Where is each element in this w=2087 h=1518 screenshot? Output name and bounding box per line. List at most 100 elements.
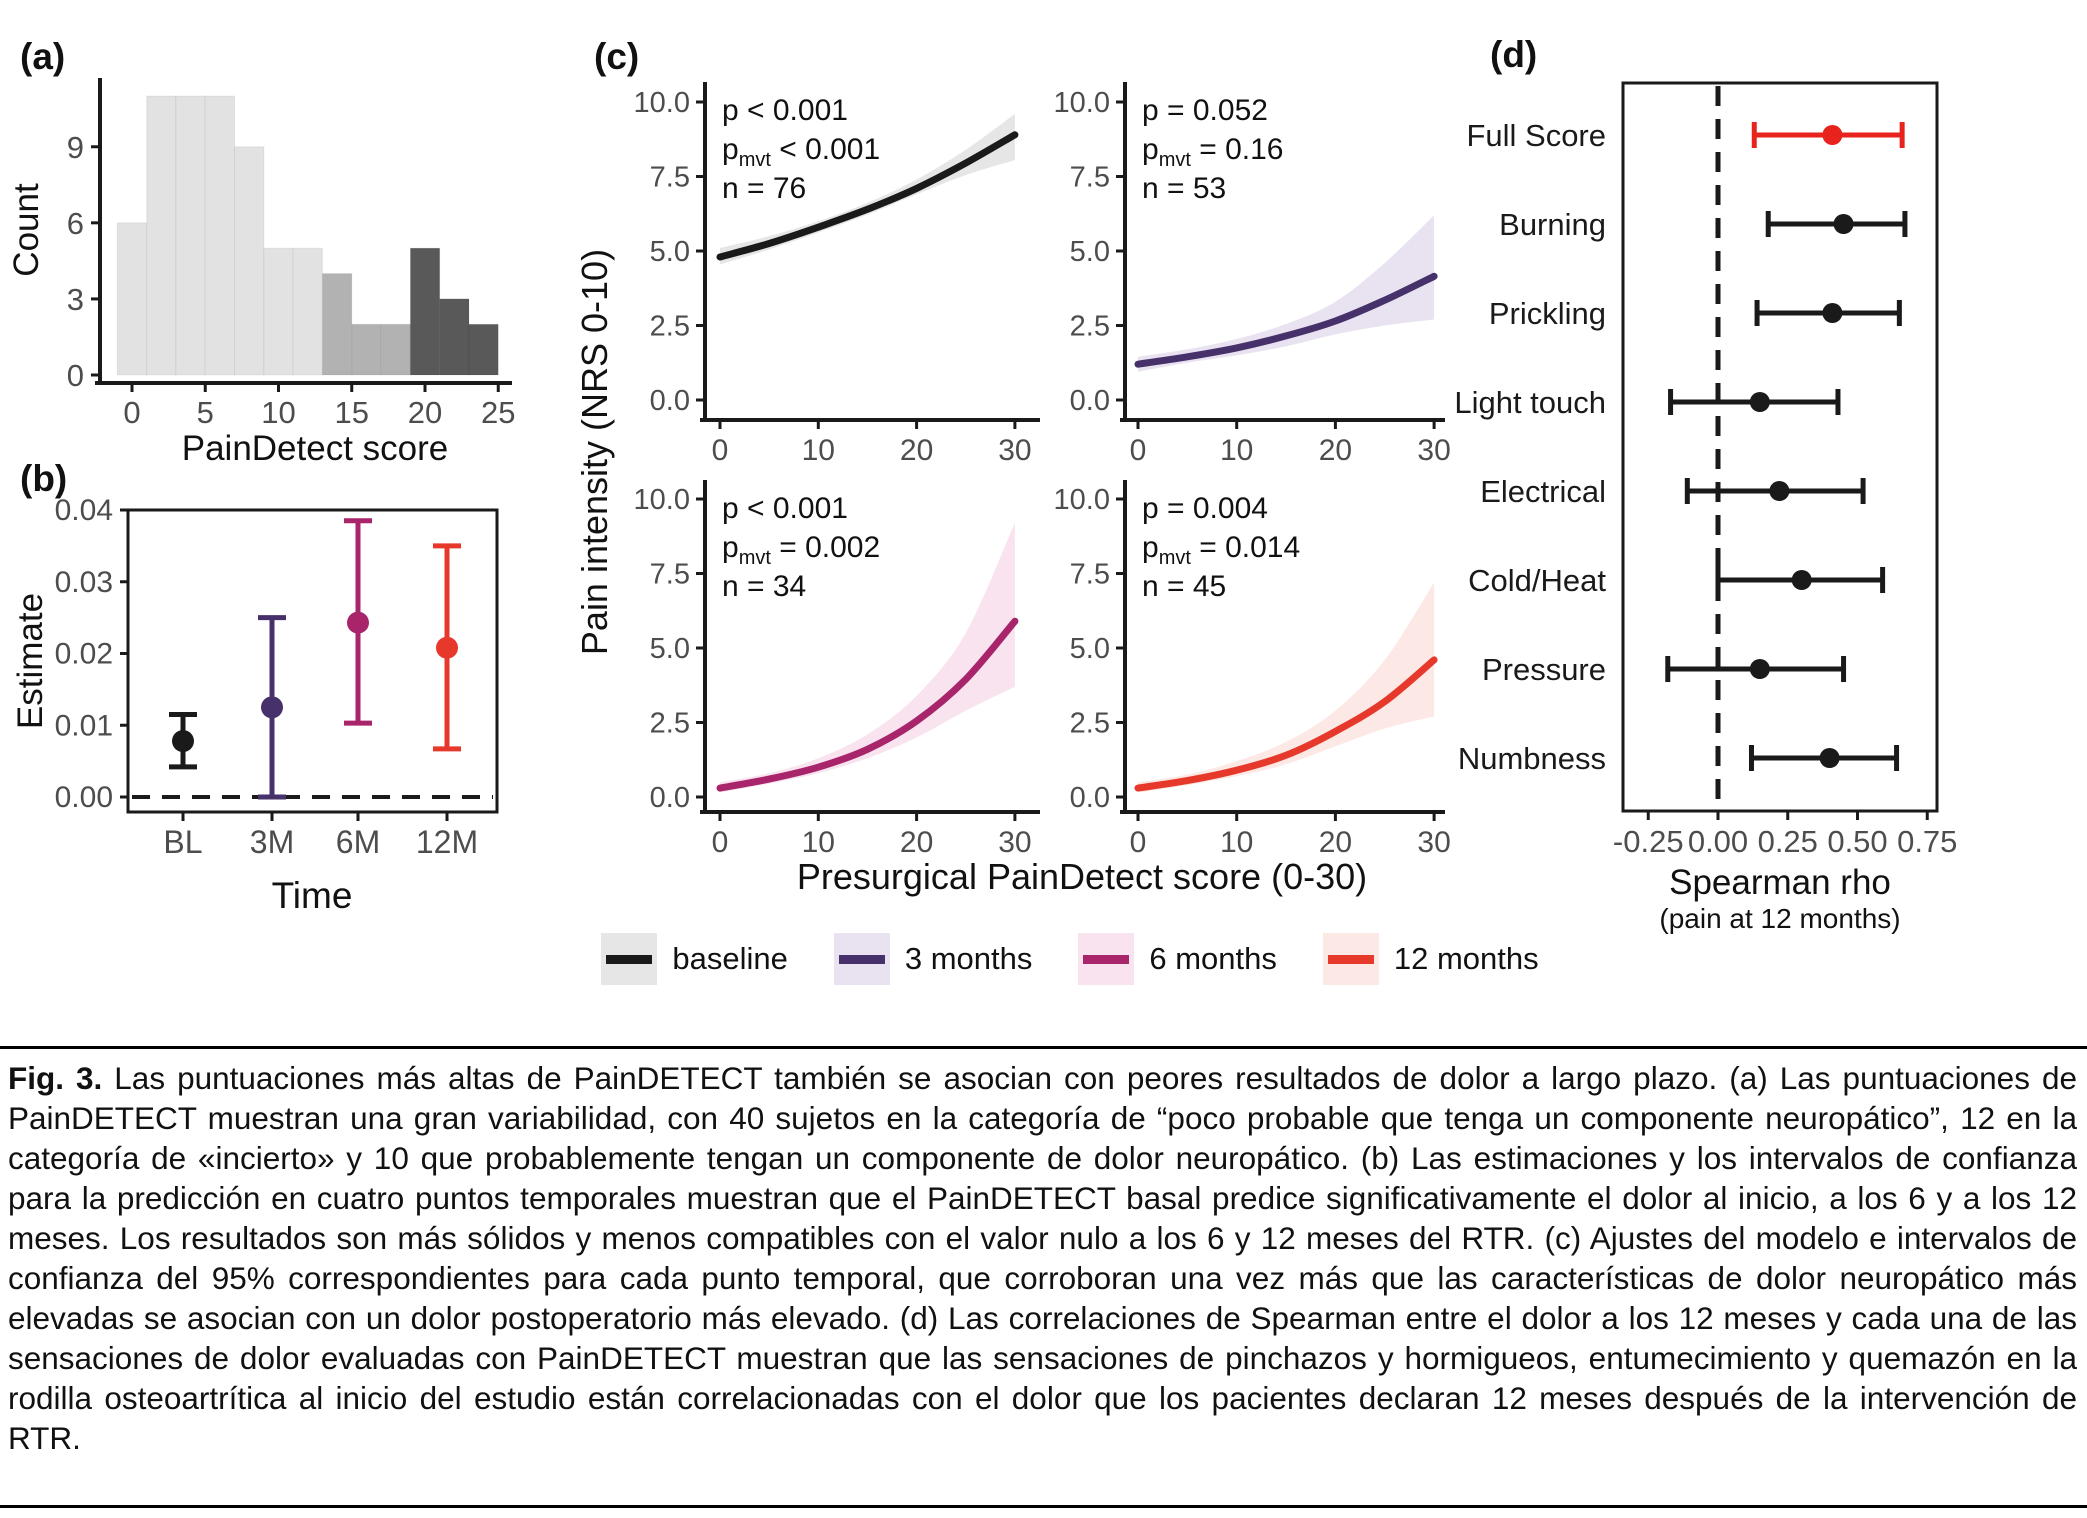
histogram-bar: [322, 273, 353, 376]
plot-border: [1621, 81, 1939, 813]
pmvt-annotation: pmvt < 0.001: [722, 133, 880, 171]
svg-text:0.25: 0.25: [1758, 824, 1818, 859]
svg-text:Pressure: Pressure: [1482, 652, 1606, 687]
legend-key-swatch: [601, 933, 658, 985]
svg-text:Full Score: Full Score: [1466, 118, 1606, 153]
estimate-point: [347, 611, 369, 634]
svg-text:5.0: 5.0: [1070, 236, 1110, 268]
rho-point: [1833, 214, 1854, 234]
svg-text:n = 45: n = 45: [1142, 570, 1226, 603]
svg-text:(pain at 12 months): (pain at 12 months): [1659, 903, 1900, 934]
svg-text:10.0: 10.0: [634, 87, 690, 119]
histogram-bar: [468, 323, 499, 376]
svg-text:0.00: 0.00: [55, 781, 113, 814]
svg-text:0.0: 0.0: [650, 782, 690, 814]
forest-row-pressure: [1665, 656, 1847, 682]
legend-label: baseline: [672, 941, 788, 976]
svg-text:15: 15: [335, 395, 369, 430]
svg-text:20: 20: [1319, 434, 1352, 467]
plot-border: [126, 508, 499, 814]
confidence-band: [1138, 582, 1435, 793]
svg-text:30: 30: [998, 826, 1031, 859]
forest-row-numbness: [1748, 745, 1900, 771]
fit-curve: [716, 131, 1019, 261]
svg-text:p < 0.001: p < 0.001: [722, 94, 848, 127]
histogram-bar: [292, 247, 323, 376]
errorbar-12M: [433, 543, 461, 752]
svg-text:3M: 3M: [250, 824, 294, 860]
histogram-bar: [409, 247, 441, 376]
histogram-bar: [204, 95, 236, 376]
fit-curve: [1134, 656, 1438, 792]
confidence-band: [1138, 215, 1435, 372]
svg-text:7.5: 7.5: [1070, 559, 1110, 591]
svg-text:7.5: 7.5: [650, 162, 690, 194]
svg-text:2.5: 2.5: [650, 708, 690, 740]
rho-point: [1749, 392, 1770, 412]
legend-line-sample: [1327, 954, 1374, 964]
svg-text:p < 0.001: p < 0.001: [722, 492, 848, 525]
legend: baseline 3 months 6 months 12 months: [560, 924, 1580, 994]
svg-text:0.50: 0.50: [1827, 824, 1887, 859]
svg-text:PainDetect score: PainDetect score: [182, 429, 449, 468]
forest-row-electrical: [1684, 478, 1866, 504]
svg-text:10.0: 10.0: [1054, 87, 1110, 119]
svg-text:10: 10: [802, 826, 835, 859]
forest-row-full-score: [1751, 122, 1905, 148]
svg-text:0.04: 0.04: [55, 494, 113, 527]
histogram-paindetect-svg: 0 3 6 9 0 5 10 15 20 25 PainDetect score Count: [7, 78, 515, 468]
histogram-bar: [351, 323, 382, 376]
svg-text:0: 0: [712, 434, 729, 467]
svg-text:10: 10: [802, 434, 835, 467]
fit-curve: [1134, 272, 1438, 368]
svg-text:0.0: 0.0: [1070, 782, 1110, 814]
svg-text:6: 6: [67, 206, 84, 241]
histogram-bars: [116, 95, 499, 376]
legend-label: 12 months: [1393, 941, 1539, 976]
caption-bottom-rule: [0, 1505, 2087, 1508]
rho-point: [1749, 659, 1770, 679]
svg-text:0.03: 0.03: [55, 566, 113, 599]
model-fit-panels-svg: 0.0 2.5 5.0 7.5 10.0 0 10 20 30 p < 0.001 pmvt < 0…: [574, 82, 1451, 897]
svg-text:6M: 6M: [336, 824, 380, 860]
histogram-bar: [116, 222, 148, 376]
svg-text:5.0: 5.0: [1070, 633, 1110, 665]
estimate-point: [261, 696, 283, 719]
svg-text:5.0: 5.0: [650, 633, 690, 665]
svg-text:10.0: 10.0: [1054, 484, 1110, 516]
svg-text:n = 53: n = 53: [1142, 172, 1226, 205]
svg-text:10: 10: [261, 395, 295, 430]
svg-text:20: 20: [900, 434, 933, 467]
svg-text:p = 0.052: p = 0.052: [1142, 94, 1268, 127]
subplot-3-months: 0.0 2.5 5.0 7.5 10.0 0 10 20 30 p = 0.052 pmvt = 0…: [1054, 82, 1451, 467]
svg-text:0.01: 0.01: [55, 709, 113, 742]
spearman-forest-svg: Full Score Burning Prickling Light touch Ele…: [1454, 81, 1957, 934]
svg-text:30: 30: [1417, 826, 1450, 859]
errorbar-3M: [258, 615, 286, 800]
errorbar-BL: [169, 711, 197, 770]
svg-text:2.5: 2.5: [1070, 708, 1110, 740]
pmvt-annotation: pmvt = 0.002: [722, 531, 880, 569]
svg-text:10: 10: [1220, 434, 1253, 467]
svg-text:Electrical: Electrical: [1480, 474, 1606, 509]
estimate-pointrange-svg: 0.00 0.01 0.02 0.03 0.04 BL 3M 6M 12M Estimate Tim…: [11, 494, 499, 916]
legend-item: 3 months: [833, 933, 1033, 985]
caption-top-rule: [0, 1046, 2087, 1049]
panel-d-label: (d): [1490, 34, 1538, 75]
forest-row-cold-heat: [1715, 567, 1886, 593]
histogram-bar: [439, 298, 470, 376]
histogram-bar: [234, 146, 265, 376]
pmvt-annotation: pmvt = 0.16: [1142, 133, 1283, 171]
svg-text:20: 20: [408, 395, 442, 430]
forest-row-burning: [1765, 211, 1908, 237]
svg-text:Pain intensity (NRS 0-10): Pain intensity (NRS 0-10): [574, 249, 615, 655]
svg-text:-0.25: -0.25: [1613, 824, 1684, 859]
estimate-point: [172, 730, 194, 753]
rho-point: [1819, 748, 1840, 768]
svg-text:30: 30: [1417, 434, 1450, 467]
svg-text:0.0: 0.0: [1070, 385, 1110, 417]
forest-row-light-touch: [1668, 389, 1841, 415]
legend-label: 3 months: [904, 941, 1033, 976]
legend-item: baseline: [601, 933, 788, 985]
legend-line-sample: [606, 954, 653, 964]
